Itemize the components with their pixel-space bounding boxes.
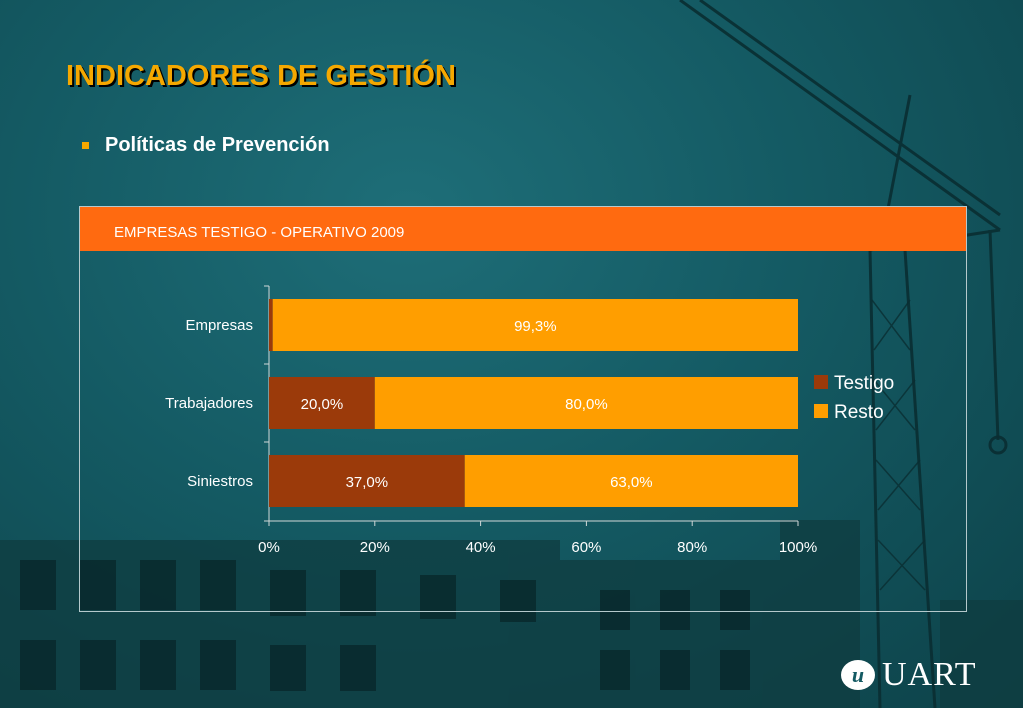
chart-panel: EMPRESAS TESTIGO - OPERATIVO 2009 (79, 206, 967, 612)
bar-resto (374, 377, 798, 429)
category-label: Siniestros (187, 473, 253, 490)
legend-label: Resto (834, 402, 884, 423)
x-tick-label: 40% (466, 539, 496, 556)
data-label: 20,0% (301, 396, 344, 413)
legend-swatch-resto (814, 404, 828, 418)
category-label: Empresas (185, 317, 253, 334)
bar-resto (272, 299, 798, 351)
x-tick-label: 20% (360, 539, 390, 556)
x-tick-label: 60% (571, 539, 601, 556)
data-label: 63,0% (610, 474, 653, 491)
x-tick-label: 100% (779, 539, 817, 556)
data-label: 99,3% (514, 318, 557, 335)
chart-panel-header: EMPRESAS TESTIGO - OPERATIVO 2009 (80, 207, 966, 251)
bullet-item: Políticas de Prevención (82, 134, 330, 157)
bullet-square-icon (82, 142, 89, 149)
uart-logo: u UART (838, 656, 977, 694)
bullet-text: Políticas de Prevención (105, 134, 330, 156)
bar-testigo (269, 299, 273, 351)
bar-testigo (269, 377, 375, 429)
data-label: 37,0% (346, 474, 389, 491)
bar-resto (464, 455, 798, 507)
legend-swatch-testigo (814, 375, 828, 389)
uart-emblem-letter: u (852, 662, 864, 687)
bar-testigo (269, 455, 465, 507)
category-label: Trabajadores (165, 395, 253, 412)
logo-text: UART (882, 656, 977, 693)
x-tick-label: 80% (677, 539, 707, 556)
page-title: INDICADORES DE GESTIÓN (66, 60, 456, 92)
x-tick-label: 0% (258, 539, 280, 556)
chart-panel-title: EMPRESAS TESTIGO - OPERATIVO 2009 (114, 224, 405, 241)
uart-emblem-icon: u (841, 660, 875, 690)
data-label: 80,0% (565, 396, 608, 413)
legend-label: Testigo (834, 373, 894, 394)
